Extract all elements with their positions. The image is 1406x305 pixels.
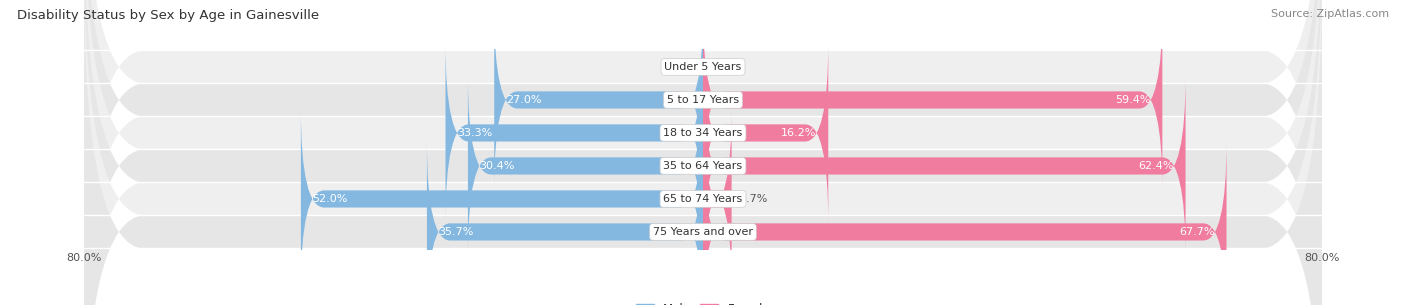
- FancyBboxPatch shape: [84, 0, 1322, 305]
- Text: Source: ZipAtlas.com: Source: ZipAtlas.com: [1271, 9, 1389, 19]
- Text: 67.7%: 67.7%: [1180, 227, 1215, 237]
- Text: 75 Years and over: 75 Years and over: [652, 227, 754, 237]
- FancyBboxPatch shape: [84, 0, 1322, 305]
- Text: 52.0%: 52.0%: [312, 194, 347, 204]
- FancyBboxPatch shape: [495, 9, 703, 190]
- FancyBboxPatch shape: [703, 109, 731, 289]
- FancyBboxPatch shape: [703, 9, 1163, 190]
- FancyBboxPatch shape: [84, 0, 1322, 305]
- FancyBboxPatch shape: [703, 76, 1185, 257]
- Text: 35.7%: 35.7%: [439, 227, 474, 237]
- FancyBboxPatch shape: [301, 109, 703, 289]
- FancyBboxPatch shape: [703, 142, 1226, 305]
- Legend: Male, Female: Male, Female: [631, 298, 775, 305]
- Text: 30.4%: 30.4%: [479, 161, 515, 171]
- FancyBboxPatch shape: [84, 0, 1322, 305]
- FancyBboxPatch shape: [468, 76, 703, 257]
- FancyBboxPatch shape: [84, 0, 1322, 305]
- Text: 0.0%: 0.0%: [666, 62, 696, 72]
- Text: 33.3%: 33.3%: [457, 128, 492, 138]
- Text: Under 5 Years: Under 5 Years: [665, 62, 741, 72]
- Text: 62.4%: 62.4%: [1139, 161, 1174, 171]
- Text: 18 to 34 Years: 18 to 34 Years: [664, 128, 742, 138]
- Text: 27.0%: 27.0%: [506, 95, 541, 105]
- FancyBboxPatch shape: [446, 42, 703, 223]
- Text: Disability Status by Sex by Age in Gainesville: Disability Status by Sex by Age in Gaine…: [17, 9, 319, 22]
- FancyBboxPatch shape: [84, 0, 1322, 305]
- Text: 59.4%: 59.4%: [1115, 95, 1150, 105]
- Text: 65 to 74 Years: 65 to 74 Years: [664, 194, 742, 204]
- Text: 35 to 64 Years: 35 to 64 Years: [664, 161, 742, 171]
- FancyBboxPatch shape: [703, 42, 828, 223]
- Text: 3.7%: 3.7%: [740, 194, 768, 204]
- FancyBboxPatch shape: [427, 142, 703, 305]
- Text: 0.0%: 0.0%: [710, 62, 740, 72]
- Text: 5 to 17 Years: 5 to 17 Years: [666, 95, 740, 105]
- Text: 16.2%: 16.2%: [782, 128, 817, 138]
